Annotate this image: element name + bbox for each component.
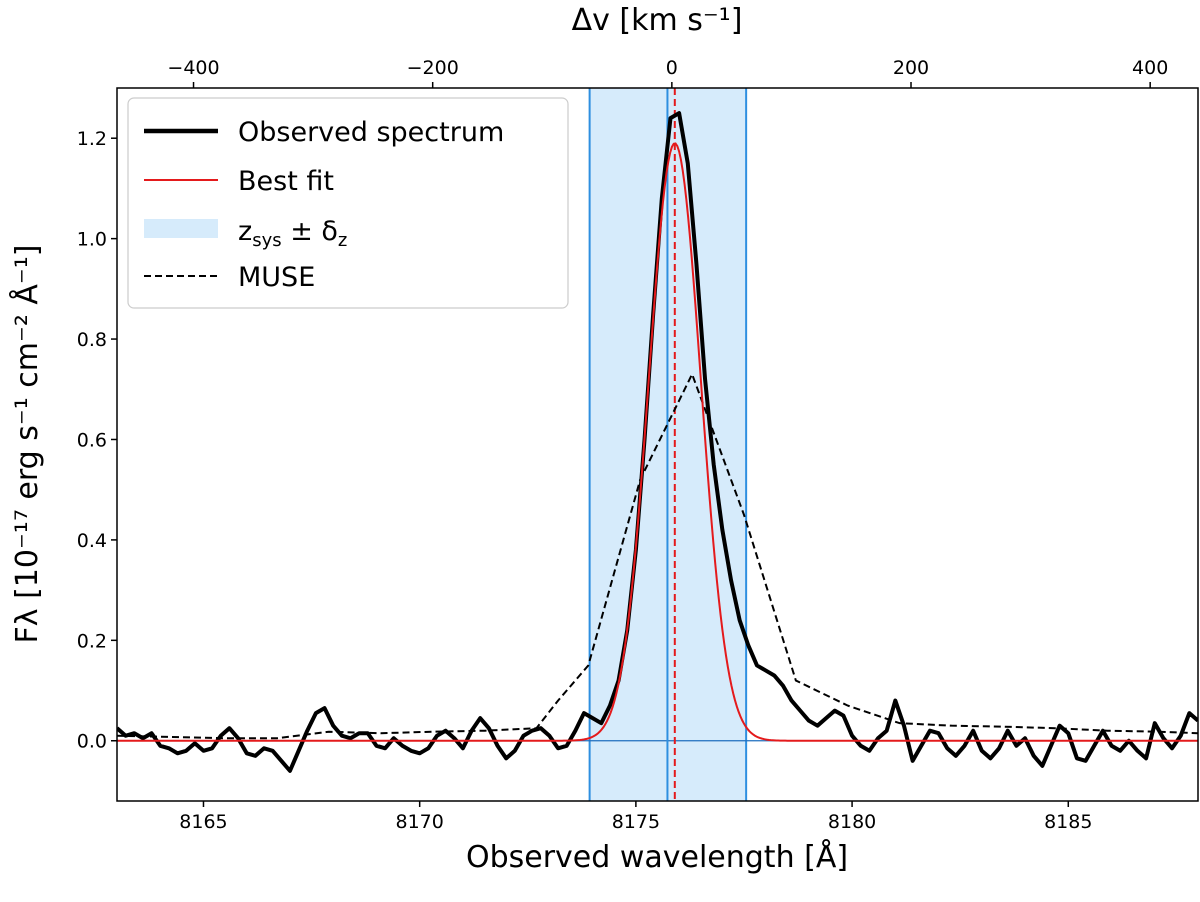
legend-swatch-band	[144, 219, 218, 238]
x2-tick-label: −200	[407, 57, 459, 79]
x-tick-label: 8185	[1044, 811, 1092, 833]
y-tick-label: 0.8	[77, 329, 107, 351]
legend-label-best-fit: Best fit	[238, 166, 334, 197]
y-tick-label: 1.0	[77, 229, 107, 251]
y-tick-label: 0.4	[77, 530, 107, 552]
legend: Observed spectrum Best fit zsys ± δz MUS…	[127, 97, 569, 309]
axis-ticks: 8165 8170 8175 8180 8185 −400 −200 0 200 400 0.0 0.…	[77, 57, 1169, 833]
x-tick-label: 8165	[179, 811, 227, 833]
axis-titles: Observed wavelength [Å] Δv [km s⁻¹] Fλ […	[9, 3, 848, 875]
y-tick-label: 1.2	[77, 128, 107, 150]
x2-tick-label: 400	[1132, 57, 1168, 79]
legend-label-observed: Observed spectrum	[238, 117, 504, 148]
series-best-fit	[117, 142, 1198, 742]
x2-tick-label: −400	[167, 57, 219, 79]
x-tick-label: 8170	[396, 811, 444, 833]
legend-label-band: zsys ± δz	[238, 216, 347, 251]
y-tick-label: 0.2	[77, 630, 107, 652]
legend-label-muse: MUSE	[238, 262, 315, 293]
plot-area	[117, 88, 1198, 801]
y-axis-title: Fλ [10⁻¹⁷ erg s⁻¹ cm⁻² Å⁻¹]	[9, 245, 45, 644]
legend-box	[127, 97, 569, 309]
x2-tick-label: 200	[893, 57, 929, 79]
x-tick-label: 8175	[612, 811, 660, 833]
y-tick-label: 0.6	[77, 429, 107, 451]
y-tick-label: 0.0	[77, 731, 107, 753]
x-tick-label: 8180	[828, 811, 876, 833]
series-muse	[117, 371, 1198, 740]
x2-tick-label: 0	[666, 57, 678, 79]
plot-frame	[116, 87, 1199, 802]
x2-axis-title: Δv [km s⁻¹]	[572, 3, 743, 38]
x-axis-title: Observed wavelength [Å]	[466, 839, 848, 875]
